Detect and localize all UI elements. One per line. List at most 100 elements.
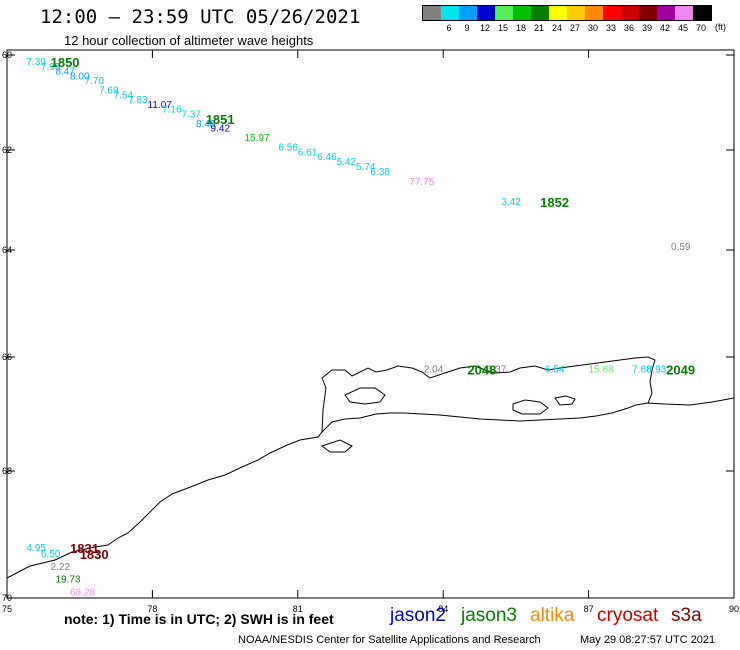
wave-height-value: 6.61 <box>298 147 318 158</box>
satellite-cryosat: cryosat <box>597 605 659 626</box>
satellite-jason2: jason2 <box>390 605 446 626</box>
lon-label-78: 78 <box>147 604 157 614</box>
color-tick-30: 30 <box>587 23 598 33</box>
cape-outline <box>320 439 353 453</box>
wave-height-value: 7.70 <box>85 76 105 87</box>
color-scale-swatches <box>422 5 712 21</box>
lat-label-68: 68 <box>2 466 12 476</box>
lon-label-84: 84 <box>438 604 448 614</box>
lon-label-75: 75 <box>2 604 12 614</box>
time-label: 1851 <box>206 112 235 127</box>
color-tick-12: 12 <box>479 23 490 33</box>
color-swatch-3 <box>423 6 441 20</box>
color-tick-6: 6 <box>446 23 452 33</box>
islet-outline <box>554 395 576 406</box>
credit-text: NOAA/NESDIS Center for Satellite Applica… <box>238 634 541 646</box>
color-tick-70: 70 <box>695 23 706 33</box>
color-tick-9: 9 <box>464 23 470 33</box>
satellite-jason3: jason3 <box>461 605 517 626</box>
wave-height-value: 7.39 <box>26 57 46 68</box>
wave-height-value: 8.47 <box>55 67 75 78</box>
wave-height-value: 5.42 <box>337 157 357 168</box>
color-swatch-21 <box>531 6 549 20</box>
color-tick-45: 45 <box>677 23 688 33</box>
lon-label-81: 81 <box>293 604 303 614</box>
color-swatch-18 <box>513 6 531 20</box>
wave-height-value: 8.00 <box>70 71 90 82</box>
wave-height-value: 7.95 <box>41 62 61 73</box>
color-swatch-6 <box>441 6 459 20</box>
wave-height-value: 0.59 <box>671 242 691 253</box>
map-labels: 7.397.958.478.007.707.697.547.83 11.077.1… <box>26 55 695 598</box>
wave-height-value: 9.42 <box>211 124 231 135</box>
wave-height-value: 7.83 <box>128 95 148 106</box>
color-swatch-24 <box>549 6 567 20</box>
wave-height-value: 7.37 <box>181 109 201 120</box>
color-tick-39: 39 <box>641 23 652 33</box>
wave-height-value: 15.68 <box>589 365 614 376</box>
color-scale-ticks: 6 9 12 15 18 21 24 27 30 33 36 39 42 45 70 <box>422 23 712 33</box>
wave-height-value: 2.04 <box>424 365 444 376</box>
color-swatch-9 <box>459 6 477 20</box>
wave-height-value: 19.73 <box>55 575 80 586</box>
satellite-s3a: s3a <box>671 605 702 626</box>
wave-height-value: 8.93 <box>647 365 667 376</box>
timestamp-text: May 29 08:27:57 UTC 2021 <box>580 634 716 646</box>
time-label: 1830 <box>80 547 109 562</box>
wave-height-value: 15.97 <box>244 133 269 144</box>
time-label: 1850 <box>51 55 80 70</box>
color-tick-27: 27 <box>569 23 580 33</box>
time-label: 2048 <box>467 363 496 378</box>
color-swatch-70 <box>693 6 711 20</box>
units-note: note: 1) Time is in UTC; 2) SWH is in fe… <box>64 611 334 627</box>
map-subtitle: 12 hour collection of altimeter wave hei… <box>64 33 314 48</box>
satellite-altika: altika <box>530 605 575 626</box>
ice-shelf-outline <box>321 356 656 433</box>
wave-height-value: 3.37 <box>487 365 507 376</box>
color-swatch-45 <box>675 6 693 20</box>
color-tick-33: 33 <box>605 23 616 33</box>
wave-height-value: 6.54 <box>545 365 565 376</box>
lon-label-90: 90 <box>729 604 739 614</box>
color-tick-21: 21 <box>533 23 544 33</box>
color-tick-36: 36 <box>623 23 634 33</box>
time-label: 2049 <box>666 363 695 378</box>
color-swatch-27 <box>567 6 585 20</box>
wave-height-value: 6.50 <box>41 549 61 560</box>
color-swatch-12 <box>477 6 495 20</box>
time-label: 1852 <box>540 195 569 210</box>
coastline-main <box>6 397 735 579</box>
wave-height-value: 11.07 <box>148 100 173 111</box>
lat-label-62: 62 <box>2 145 12 155</box>
lon-label-87: 87 <box>584 604 594 614</box>
color-tick-18: 18 <box>515 23 526 33</box>
wave-height-value: 68.28 <box>70 587 95 598</box>
color-tick-15: 15 <box>497 23 508 33</box>
wave-height-value: 7.69 <box>99 86 119 97</box>
map-grid: 75 78 81 84 87 90 60 62 64 66 68 70 <box>2 50 739 614</box>
color-tick-24: 24 <box>551 23 562 33</box>
color-scale-unit: (ft) <box>715 22 726 32</box>
wave-height-value: 4.95 <box>26 543 46 554</box>
lat-label-66: 66 <box>2 352 12 362</box>
time-label: 1831 <box>70 541 99 556</box>
coastline <box>6 356 735 579</box>
color-swatch-30 <box>585 6 603 20</box>
lat-label-60: 60 <box>2 50 12 60</box>
wave-height-value: 77.75 <box>409 177 434 188</box>
wave-height-value: 6.38 <box>371 167 391 178</box>
map-frame <box>6 49 735 599</box>
wave-height-value: 6.46 <box>317 152 337 163</box>
wave-height-value: 7.16 <box>162 105 182 116</box>
color-swatch-15 <box>495 6 513 20</box>
wave-height-value: 8.48 <box>196 119 216 130</box>
lat-label-64: 64 <box>2 245 12 255</box>
lat-label-70: 70 <box>2 593 12 603</box>
island-outline <box>512 399 549 415</box>
map-title: 12:00 – 23:59 UTC 05/26/2021 <box>40 6 361 28</box>
wave-height-value: 6.56 <box>278 143 298 154</box>
wave-height-value: 7.54 <box>114 90 134 101</box>
inlet-outline <box>344 387 386 405</box>
wave-height-value: 5.74 <box>356 162 376 173</box>
